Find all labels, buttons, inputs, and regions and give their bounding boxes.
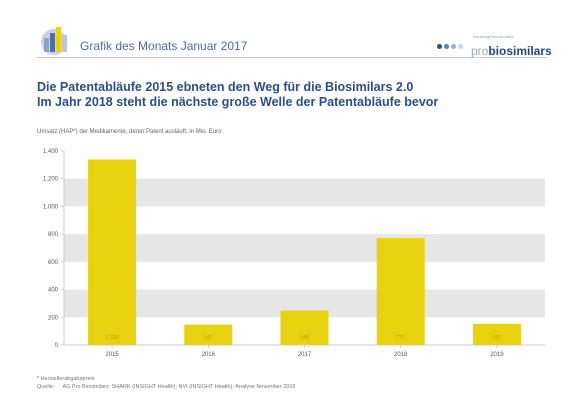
x-tick-label: 2017	[298, 352, 312, 358]
header: Grafik des Monats Januar 2017 Arbeitsgem…	[0, 0, 585, 70]
y-tick-label: 600	[48, 260, 59, 266]
footnote-hap: * Herstellerabgabepreis	[37, 376, 95, 382]
header-divider	[37, 57, 547, 58]
source-text: AG Pro Biosimilars; SHARK (INSIGHT Healt…	[62, 384, 296, 390]
headline: Die Patentabläufe 2015 ebneten den Weg f…	[37, 80, 557, 110]
y-tick-label: 800	[48, 232, 59, 238]
footnote-source: Quelle: AG Pro Biosimilars; SHARK (INSIGH…	[37, 383, 295, 391]
bar-2019	[472, 323, 521, 345]
section-title: Grafik des Monats Januar 2017	[80, 39, 248, 53]
bar-2016	[184, 324, 233, 345]
brand-name: probiosimilars	[471, 44, 552, 58]
bar-value-label: 771	[396, 335, 405, 341]
bar-2015	[88, 159, 137, 345]
chart-title: Umsatz (HAP*) der Medikamente, deren Pat…	[37, 129, 222, 135]
bar-value-label: 147	[204, 335, 213, 341]
y-tick-label: 1.000	[43, 204, 59, 210]
grid-band	[64, 178, 545, 207]
bar-chart: 0 200 400 600 800 1.000 1.200 1.400 1.339 2015 147…	[43, 149, 545, 358]
bar-value-label: 1.339	[105, 335, 119, 341]
bar-chart-logo-icon	[41, 27, 67, 55]
headline-line-1: Die Patentabläufe 2015 ebneten den Weg f…	[37, 80, 414, 94]
bar-value-label: 248	[300, 335, 309, 341]
bar-2018	[376, 238, 425, 345]
y-tick-label: 200	[48, 315, 59, 321]
brand-name-bio: biosimilars	[488, 44, 552, 58]
bar-value-label: 153	[492, 335, 501, 341]
y-tick-label: 0	[55, 343, 59, 349]
brand-logo: Arbeitsgemeinschaft probiosimilars	[437, 34, 552, 60]
source-label: Quelle:	[37, 384, 55, 390]
brand-name-pro: pro	[471, 44, 489, 58]
y-tick-label: 1.400	[43, 149, 59, 155]
brand-tagline: Arbeitsgemeinschaft	[473, 34, 514, 39]
bar-2017	[280, 310, 329, 345]
x-tick-label: 2015	[105, 352, 119, 358]
x-tick-label: 2019	[490, 352, 504, 358]
y-tick-label: 1.200	[43, 177, 59, 183]
brand-dots-icon	[437, 36, 465, 54]
x-tick-label: 2018	[394, 352, 408, 358]
headline-line-2: Im Jahr 2018 steht die nächste große Wel…	[37, 95, 439, 109]
grid-band	[64, 234, 545, 262]
x-tick-label: 2016	[202, 352, 216, 358]
y-tick-label: 400	[48, 288, 59, 294]
footnote: * Herstellerabgabepreis Quelle: AG Pro Bi…	[37, 375, 295, 391]
